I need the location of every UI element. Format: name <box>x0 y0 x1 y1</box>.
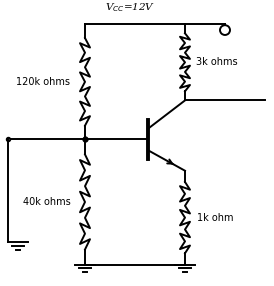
Text: V$_{CC}$=12V: V$_{CC}$=12V <box>105 2 155 15</box>
Text: 40k ohms: 40k ohms <box>23 197 71 207</box>
Text: 120k ohms: 120k ohms <box>16 77 70 87</box>
Text: 1k ohm: 1k ohm <box>197 212 233 223</box>
Text: 3k ohms: 3k ohms <box>196 57 238 67</box>
